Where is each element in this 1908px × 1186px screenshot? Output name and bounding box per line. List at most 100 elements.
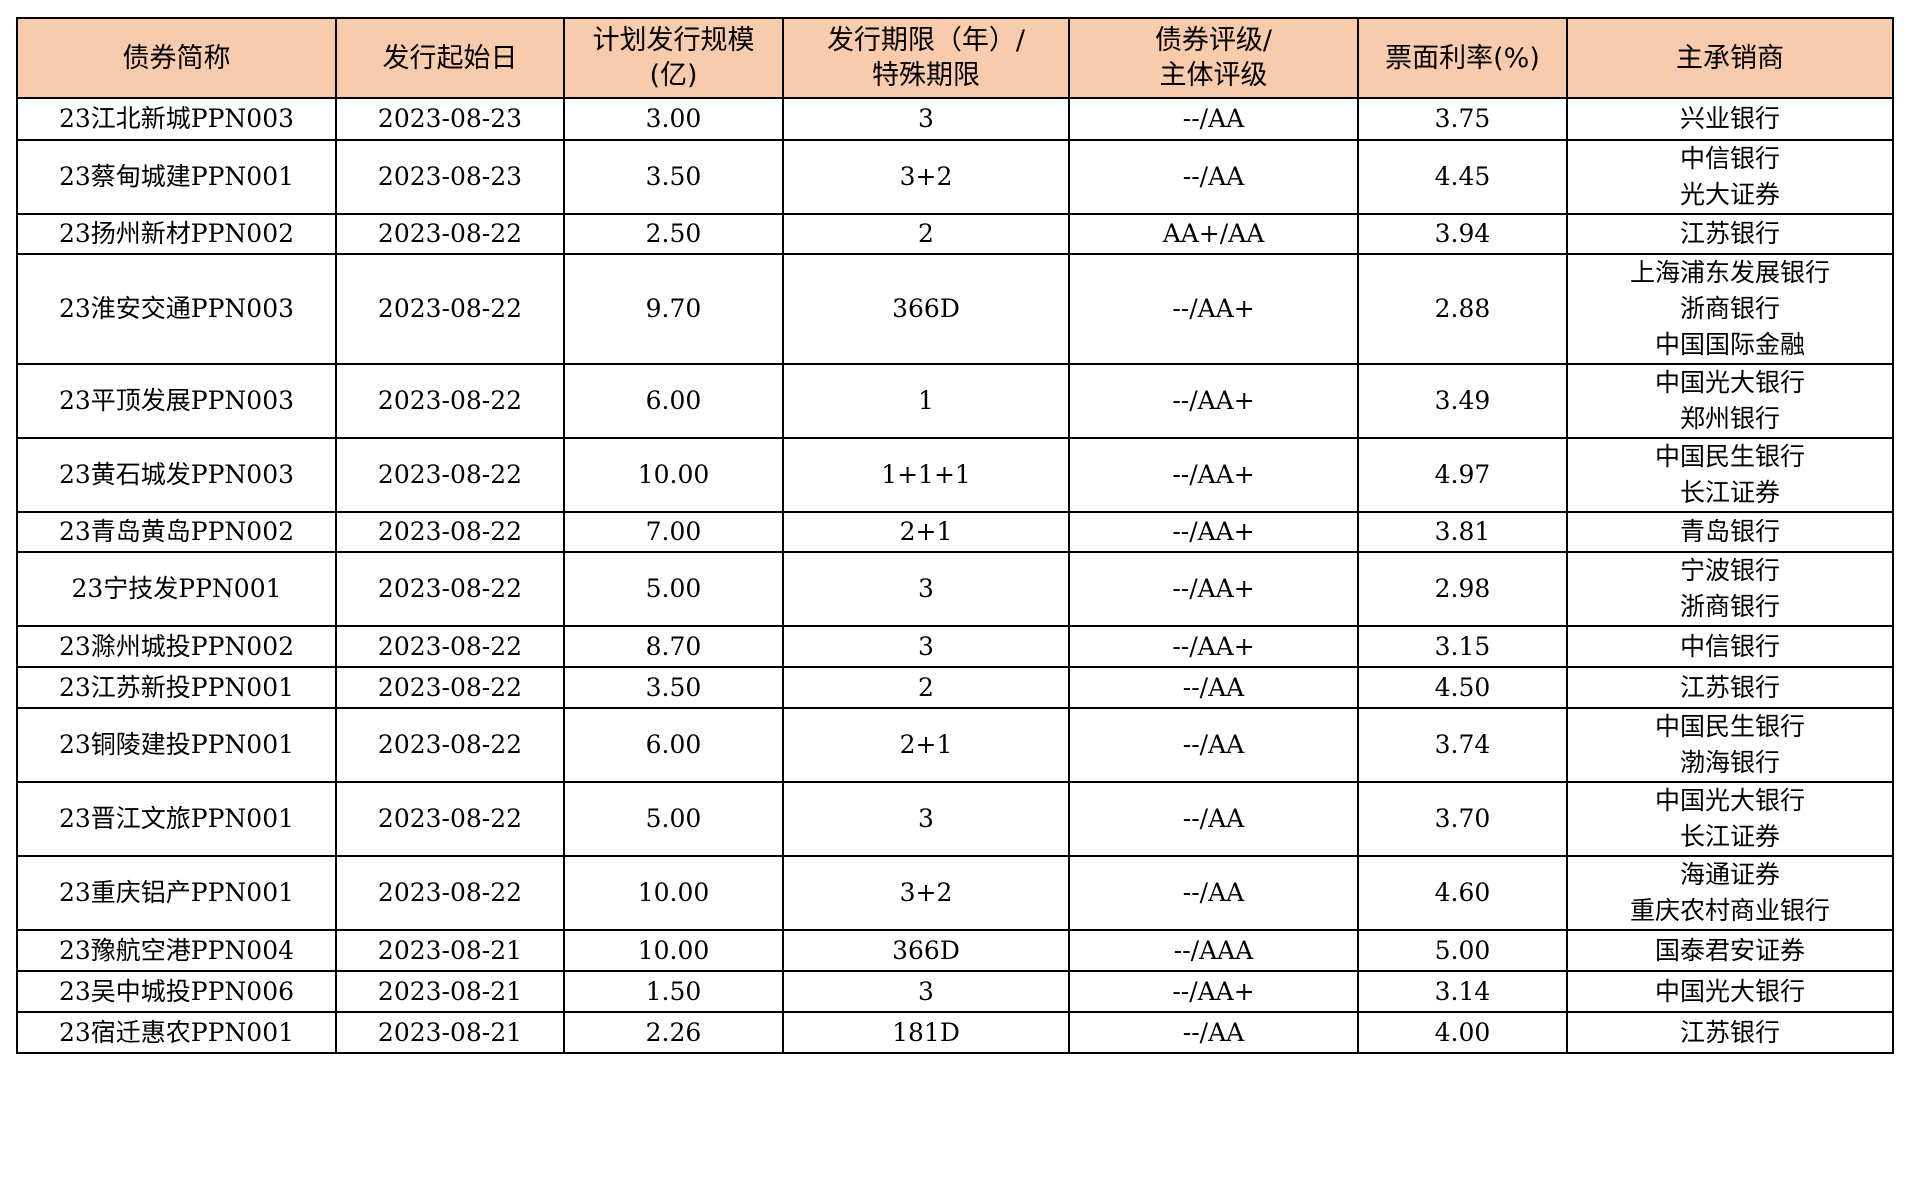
rating-cell: --/AA: [1068, 139, 1359, 215]
issue-date-cell: 2023-08-22: [335, 253, 565, 365]
issue-date-cell: 2023-08-22: [335, 511, 565, 553]
header-line: 债券简称: [122, 42, 231, 74]
table-row: 23豫航空港PPN004 2023-08-21 10.00 366D --/AAA 5.0…: [16, 929, 1894, 972]
bond-name-cell: 23滁州城投PPN002: [16, 625, 337, 668]
term-cell: 3+2: [782, 139, 1070, 215]
term-cell: 1+1+1: [782, 437, 1070, 513]
underwriter-cell: 中国光大银行 郑州银行: [1566, 363, 1894, 439]
rating-cell: --/AA+: [1068, 551, 1359, 627]
issue-date-cell: 2023-08-22: [335, 363, 565, 439]
issue-date-cell: 2023-08-23: [335, 97, 565, 141]
coupon-rate-cell: 3.75: [1357, 97, 1568, 141]
coupon-rate-cell: 3.49: [1357, 363, 1568, 439]
coupon-rate-cell: 4.45: [1357, 139, 1568, 215]
bond-name-cell: 23江苏新投PPN001: [16, 666, 337, 709]
coupon-rate-cell: 3.74: [1357, 707, 1568, 783]
underwriter-cell: 中国民生银行 长江证券: [1566, 437, 1894, 513]
planned-size-cell: 7.00: [563, 511, 784, 553]
term-cell: 366D: [782, 929, 1070, 972]
term-cell: 1: [782, 363, 1070, 439]
table-row: 23江北新城PPN003 2023-08-23 3.00 3 --/AA 3.75 兴业银行: [16, 97, 1894, 141]
table-row: 23淮安交通PPN003 2023-08-22 9.70 366D --/AA+ 2.88…: [16, 253, 1894, 365]
rating-cell: --/AA+: [1068, 625, 1359, 668]
header-line: 票面利率(%): [1385, 42, 1540, 74]
issue-date-cell: 2023-08-22: [335, 551, 565, 627]
bond-name-cell: 23淮安交通PPN003: [16, 253, 337, 365]
rating-cell: --/AA: [1068, 666, 1359, 709]
table-row: 23扬州新材PPN002 2023-08-22 2.50 2 AA+/AA 3.94 江苏银…: [16, 213, 1894, 255]
underwriter-name: 中国国际金融: [1654, 330, 1805, 359]
bond-name-cell: 23黄石城发PPN003: [16, 437, 337, 513]
underwriter-name: 江苏银行: [1679, 672, 1780, 702]
table-row: 23江苏新投PPN001 2023-08-22 3.50 2 --/AA 4.50 江苏银行: [16, 666, 1894, 709]
planned-size-cell: 2.50: [563, 213, 784, 255]
bond-name-cell: 23铜陵建投PPN001: [16, 707, 337, 783]
underwriter-name: 宁波银行: [1679, 556, 1780, 585]
bond-name-cell: 23吴中城投PPN006: [16, 970, 337, 1013]
coupon-rate-header: 票面利率(%): [1357, 17, 1568, 99]
underwriter-name: 浙商银行: [1679, 592, 1780, 621]
table-row: 23重庆铝产PPN001 2023-08-22 10.00 3+2 --/AA 4.60 海…: [16, 855, 1894, 931]
term-cell: 2: [782, 666, 1070, 709]
table-row: 23宿迁惠农PPN001 2023-08-21 2.26 181D --/AA 4.00 江…: [16, 1011, 1894, 1054]
header-line: 特殊期限: [872, 60, 980, 91]
issue-date-cell: 2023-08-22: [335, 855, 565, 931]
planned-size-cell: 3.50: [563, 666, 784, 709]
bond-name-cell: 23江北新城PPN003: [16, 97, 337, 141]
underwriter-cell: 青岛银行: [1566, 511, 1894, 553]
underwriter-name: 中国光大银行: [1654, 786, 1805, 815]
bond-name-cell: 23豫航空港PPN004: [16, 929, 337, 972]
underwriter-name: 长江证券: [1679, 822, 1780, 851]
underwriter-cell: 江苏银行: [1566, 213, 1894, 255]
underwriter-name: 中国光大银行: [1654, 976, 1805, 1006]
header-line: 发行起始日: [382, 42, 518, 74]
bond-name-cell: 23重庆铝产PPN001: [16, 855, 337, 931]
term-cell: 3+2: [782, 855, 1070, 931]
bond-name-cell: 23平顶发展PPN003: [16, 363, 337, 439]
term-cell: 3: [782, 551, 1070, 627]
term-cell: 3: [782, 970, 1070, 1013]
underwriter-name: 渤海银行: [1679, 748, 1780, 777]
planned-size-cell: 3.00: [563, 97, 784, 141]
table-row: 23晋江文旅PPN001 2023-08-22 5.00 3 --/AA 3.70 中国光大…: [16, 781, 1894, 857]
rating-cell: --/AA: [1068, 1011, 1359, 1054]
underwriter-cell: 中国民生银行 渤海银行: [1566, 707, 1894, 783]
underwriter-name: 中信银行: [1679, 144, 1780, 173]
issue-date-cell: 2023-08-22: [335, 213, 565, 255]
table-header-row: 债券简称 发行起始日 计划发行规模 (亿) 发行期限（年）/特殊期限 债券评级/主体评级票…: [16, 17, 1894, 99]
planned-size-cell: 3.50: [563, 139, 784, 215]
table-body: 23江北新城PPN003 2023-08-23 3.00 3 --/AA 3.75 兴业银行…: [16, 97, 1894, 1054]
underwriter-cell: 兴业银行: [1566, 97, 1894, 141]
bond-name-cell: 23青岛黄岛PPN002: [16, 511, 337, 553]
planned-size-cell: 8.70: [563, 625, 784, 668]
issue-date-cell: 2023-08-22: [335, 625, 565, 668]
planned-size-cell: 10.00: [563, 855, 784, 931]
coupon-rate-cell: 3.70: [1357, 781, 1568, 857]
underwriter-name: 光大证券: [1679, 180, 1780, 209]
issue-date-cell: 2023-08-21: [335, 970, 565, 1013]
bond-name-cell: 23蔡甸城建PPN001: [16, 139, 337, 215]
bond-name-cell: 23宿迁惠农PPN001: [16, 1011, 337, 1054]
underwriter-name: 长江证券: [1679, 478, 1780, 507]
header-line: 发行期限（年）/: [826, 25, 1026, 56]
underwriter-cell: 中信银行 光大证券: [1566, 139, 1894, 215]
underwriter-cell: 中国光大银行 长江证券: [1566, 781, 1894, 857]
term-cell: 366D: [782, 253, 1070, 365]
rating-cell: --/AA: [1068, 707, 1359, 783]
header-line: 计划发行规模: [592, 25, 755, 56]
coupon-rate-cell: 4.00: [1357, 1011, 1568, 1054]
planned-size-cell: 6.00: [563, 363, 784, 439]
bond-name-cell: 23扬州新材PPN002: [16, 213, 337, 255]
underwriter-name: 郑州银行: [1679, 404, 1780, 433]
underwriter-name: 上海浦东发展银行: [1629, 258, 1830, 287]
planned-size-cell: 1.50: [563, 970, 784, 1013]
term-cell: 3: [782, 625, 1070, 668]
rating-cell: --/AA: [1068, 855, 1359, 931]
rating-cell: --/AA+: [1068, 253, 1359, 365]
term-cell: 2: [782, 213, 1070, 255]
term-cell: 3: [782, 97, 1070, 141]
header-line: 主体评级: [1159, 60, 1268, 91]
header-line: (亿): [649, 60, 698, 91]
coupon-rate-cell: 4.60: [1357, 855, 1568, 931]
planned-size-cell: 10.00: [563, 437, 784, 513]
